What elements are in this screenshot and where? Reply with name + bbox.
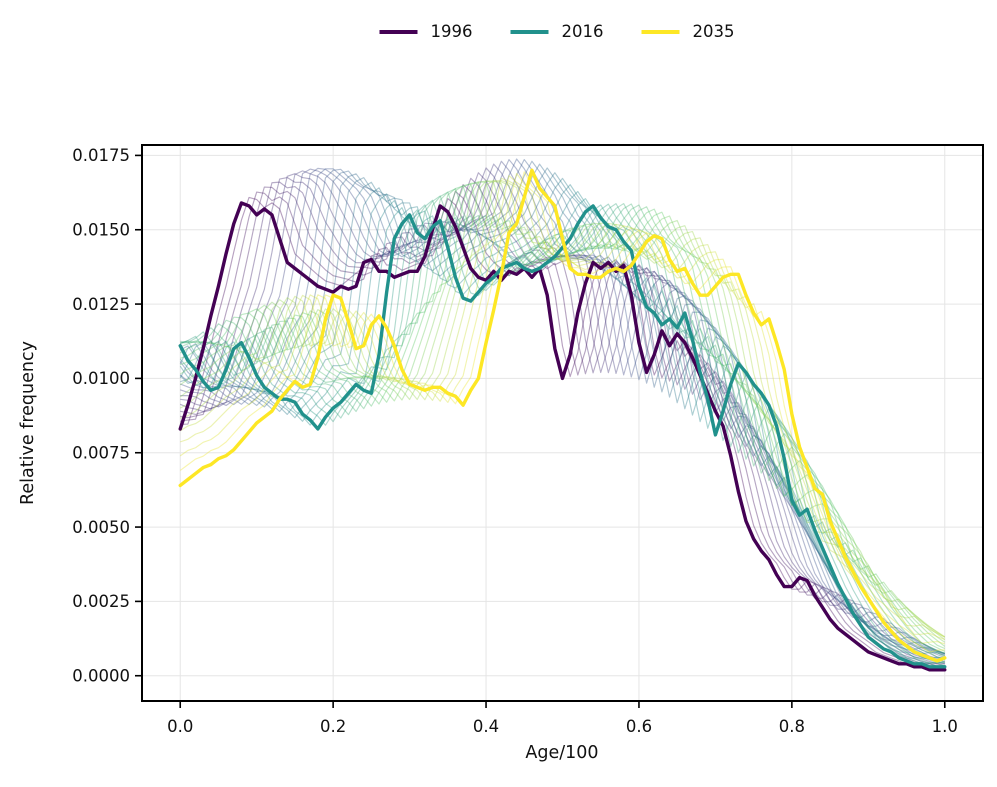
svg-text:0.0: 0.0: [167, 717, 193, 736]
svg-text:0.4: 0.4: [473, 717, 499, 736]
legend-item-2016: 2016: [510, 22, 604, 41]
svg-text:0.0025: 0.0025: [72, 592, 130, 611]
y-axis-label: Relative frequency: [18, 341, 38, 505]
svg-text:1.0: 1.0: [932, 717, 958, 736]
tick-marks: [135, 154, 946, 708]
svg-text:0.0125: 0.0125: [72, 295, 130, 314]
legend: 1996 2016 2035: [379, 22, 735, 41]
svg-text:0.6: 0.6: [626, 717, 652, 736]
legend-line-2035-swatch: [641, 29, 680, 34]
x-axis-label: Age/100: [525, 743, 599, 763]
legend-label-1996: 1996: [430, 22, 473, 41]
plot-gridlines: [142, 145, 983, 701]
svg-text:0.2: 0.2: [320, 717, 346, 736]
highlighted-series-curves: [178, 168, 947, 672]
svg-text:0.8: 0.8: [779, 717, 805, 736]
legend-line-2016-swatch: [510, 29, 549, 34]
legend-item-2035: 2035: [641, 22, 735, 41]
svg-text:0.0150: 0.0150: [72, 221, 130, 240]
svg-text:0.0075: 0.0075: [72, 444, 130, 463]
svg-text:0.0000: 0.0000: [72, 667, 130, 686]
svg-text:0.0175: 0.0175: [72, 146, 130, 165]
legend-label-2035: 2035: [692, 22, 735, 41]
svg-text:0.0100: 0.0100: [72, 369, 130, 388]
legend-label-2016: 2016: [561, 22, 604, 41]
axes-frame: [141, 144, 984, 702]
tick-labels: 0.0 0.2 0.4 0.6 0.8 1.0 0.0000 0.0025 0.0050 0.00…: [72, 146, 958, 736]
legend-line-1996-swatch: [379, 29, 418, 34]
legend-item-1996: 1996: [379, 22, 473, 41]
svg-text:0.0050: 0.0050: [72, 518, 130, 537]
